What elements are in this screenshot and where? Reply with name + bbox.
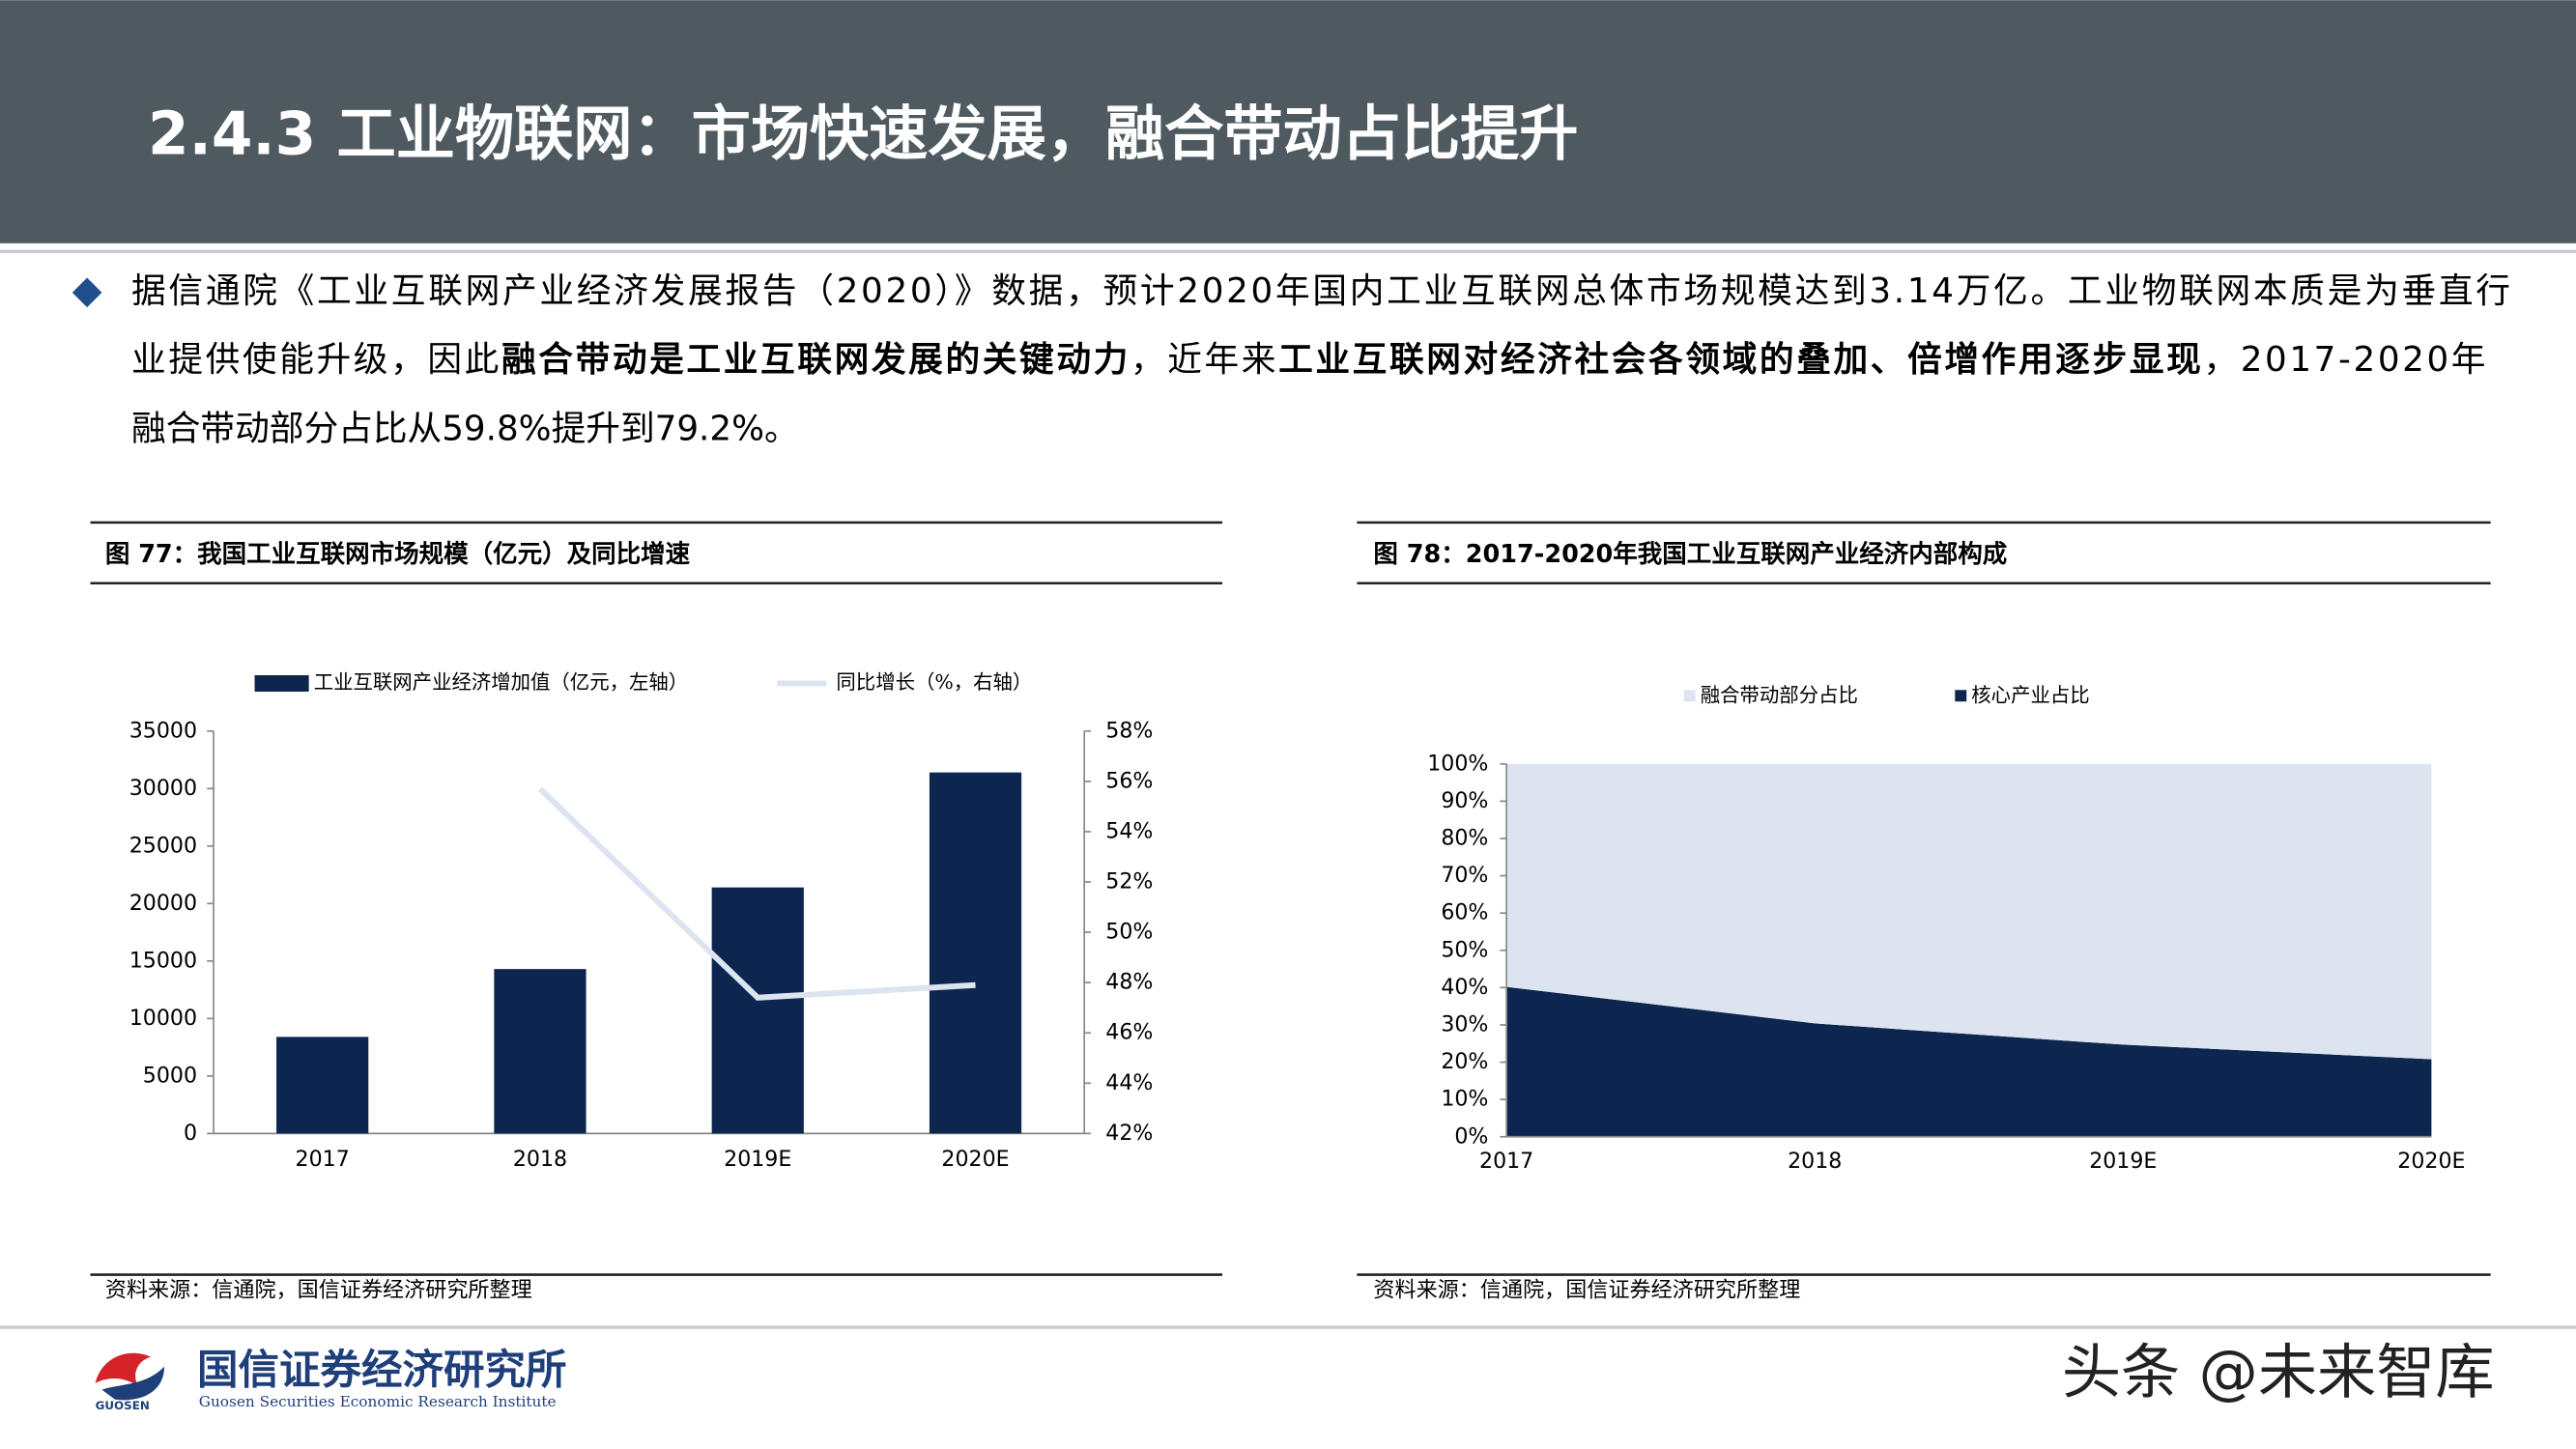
x-tick-label: 2018 [513, 1147, 567, 1172]
legend-swatch [1955, 690, 1967, 702]
bar [711, 887, 804, 1134]
y2-tick-label: 44% [1105, 1070, 1153, 1095]
y2-tick-label: 50% [1105, 920, 1153, 945]
legend-swatch [254, 674, 309, 692]
x-tick-label: 2019E [724, 1147, 791, 1172]
y2-tick-label: 52% [1105, 869, 1153, 895]
bullet-segment: ，2017-2020年 [2203, 340, 2485, 380]
x-tick-label: 2020E [2397, 1149, 2465, 1174]
legend-label: 核心产业占比 [1971, 684, 2089, 707]
legend-label: 融合带动部分占比 [1701, 684, 1858, 707]
slide-title: 2.4.3 工业物联网：市场快速发展，融合带动占比提升 [148, 100, 1578, 169]
bar [276, 1037, 369, 1134]
bar [929, 772, 1022, 1134]
bullet-segment: 据信通院《工业互联网产业经济发展报告（2020）》数据，预计2020年国内工业互… [131, 271, 2510, 311]
y-tick-label: 10000 [129, 1006, 197, 1031]
y-tick-label: 50% [1441, 937, 1488, 962]
x-tick-label: 2017 [296, 1147, 350, 1172]
watermark: 头条 @未来智库 [2062, 1339, 2495, 1407]
y-tick-label: 60% [1441, 900, 1488, 925]
y-tick-label: 5000 [143, 1063, 197, 1088]
figure-caption: 图 78：2017-2020年我国工业互联网产业经济内部构成 [1373, 540, 2007, 569]
logo-name: 国信证券经济研究所 [197, 1347, 567, 1395]
y-tick-label: 80% [1441, 825, 1488, 850]
y-tick-label: 15000 [129, 948, 197, 973]
x-tick-label: 2017 [1479, 1149, 1533, 1174]
area-series [1506, 986, 2432, 1137]
x-tick-label: 2018 [1788, 1149, 1842, 1174]
y-tick-label: 70% [1441, 863, 1488, 888]
y2-tick-label: 56% [1105, 768, 1153, 793]
bar [494, 969, 587, 1134]
bullet-line: 业提供使能升级，因此 融合带动是工业互联网发展的关键动力 ，近年来 工业互联网对经济社… [131, 340, 2485, 380]
y2-tick-label: 48% [1105, 970, 1153, 995]
y-tick-label: 30000 [129, 776, 197, 801]
y2-tick-label: 54% [1105, 818, 1153, 843]
figure-source: 资料来源：信通院，国信证券经济研究所整理 [105, 1278, 532, 1303]
figure-source: 资料来源：信通院，国信证券经济研究所整理 [1373, 1278, 1800, 1303]
logo-mark [101, 1366, 165, 1401]
bullet-segment: 融合带动部分占比从59.8%提升到79.2%。 [131, 410, 799, 449]
bullet-segment: ，近年来 [1131, 340, 1276, 380]
line-series [537, 786, 976, 1001]
y2-tick-label: 46% [1105, 1020, 1153, 1045]
y-tick-label: 30% [1441, 1011, 1488, 1037]
y-tick-label: 25000 [129, 833, 197, 858]
logo-word: GUOSEN [96, 1399, 150, 1412]
y2-tick-label: 42% [1105, 1121, 1153, 1146]
legend-label: 同比增长（%，右轴） [836, 670, 1032, 694]
y-tick-label: 0 [184, 1121, 197, 1146]
bullet-segment: 融合带动是工业互联网发展的关键动力 [501, 340, 1128, 380]
y2-tick-label: 58% [1105, 718, 1153, 743]
logo-mark [95, 1352, 152, 1387]
logo-english: Guosen Securities Economic Research Inst… [199, 1393, 557, 1410]
bullet-line: 据信通院《工业互联网产业经济发展报告（2020）》数据，预计2020年国内工业互… [131, 271, 2510, 311]
legend-label: 工业互联网产业经济增加值（亿元，左轴） [314, 670, 688, 694]
y-tick-label: 0% [1454, 1123, 1488, 1149]
area-series [1506, 763, 2432, 1060]
y-tick-label: 10% [1441, 1087, 1488, 1112]
bullet-icon [72, 277, 102, 308]
bullet-segment: 工业互联网对经济社会各领域的叠加、倍增作用逐步显现 [1278, 340, 2201, 380]
y-tick-label: 20000 [129, 891, 197, 916]
header-band [0, 0, 2576, 243]
bullet-line: 融合带动部分占比从59.8%提升到79.2%。 [131, 410, 799, 449]
legend-swatch [1683, 690, 1696, 702]
bullet-segment: 业提供使能升级，因此 [131, 340, 499, 380]
y-tick-label: 90% [1441, 788, 1488, 813]
y-tick-label: 40% [1441, 975, 1488, 1000]
x-tick-label: 2019E [2089, 1149, 2157, 1174]
x-tick-label: 2020E [941, 1147, 1009, 1172]
y-tick-label: 35000 [129, 718, 197, 743]
figure-caption: 图 77：我国工业互联网市场规模（亿元）及同比增速 [105, 540, 691, 569]
y-tick-label: 20% [1441, 1049, 1488, 1074]
y-tick-label: 100% [1427, 751, 1488, 776]
bullet-text: 据信通院《工业互联网产业经济发展报告（2020）》数据，预计2020年国内工业互… [131, 271, 2510, 449]
